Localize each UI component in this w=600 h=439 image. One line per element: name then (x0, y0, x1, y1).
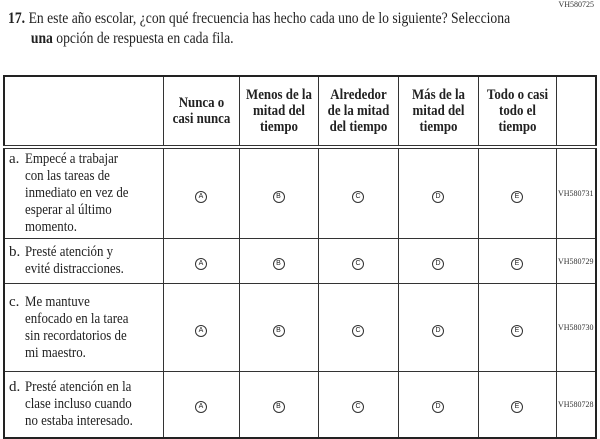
option-cell[interactable]: A (162, 371, 240, 438)
option-cell[interactable]: C (317, 146, 399, 239)
option-cell[interactable]: B (238, 146, 319, 239)
option-cell[interactable]: E (477, 146, 557, 239)
row-code: VH580729 (555, 238, 597, 284)
option-cell[interactable]: A (162, 238, 240, 284)
option-cell[interactable]: E (477, 371, 557, 438)
option-cell[interactable]: B (238, 283, 319, 372)
row-letter: d. (9, 378, 21, 395)
column-header: Todo o casi todo el tiempo (477, 75, 557, 148)
question-line1: En este año escolar, ¿con qué frecuencia… (28, 10, 511, 27)
row-text: Presté atención en la clase incluso cuan… (25, 378, 133, 429)
row-letter: c. (9, 293, 20, 310)
row-letter: a. (9, 151, 20, 167)
header-code-blank (555, 75, 597, 148)
option-cell[interactable]: B (238, 238, 319, 284)
radio-bubble-b[interactable]: B (272, 258, 285, 270)
option-cell[interactable]: D (397, 146, 479, 239)
row-statement: b. Presté atención y evité distracciones. (3, 238, 164, 284)
radio-bubble-e[interactable]: E (511, 258, 523, 270)
option-cell[interactable]: E (477, 238, 557, 284)
radio-bubble-e[interactable]: E (511, 190, 523, 203)
table-row: d. Presté atención en la clase incluso cu… (3, 371, 597, 438)
table-row: a. Empecé a trabajar con las tareas de in… (3, 146, 597, 239)
column-header: Alrededor de la mitad del tiempo (317, 75, 399, 148)
radio-bubble-c[interactable]: C (352, 324, 364, 337)
row-text: Empecé a trabajar con las tareas de inme… (25, 151, 129, 235)
question-text: 17. En este año escolar, ¿con qué frecuen… (8, 9, 518, 49)
row-code: VH580730 (555, 283, 597, 372)
table-row: b. Presté atención y evité distracciones.… (3, 238, 597, 284)
radio-bubble-a[interactable]: A (195, 401, 207, 414)
row-statement: d. Presté atención en la clase incluso cu… (3, 371, 164, 438)
radio-bubble-d[interactable]: D (432, 401, 444, 414)
option-cell[interactable]: D (397, 283, 479, 372)
option-cell[interactable]: C (317, 371, 399, 438)
header-blank (3, 75, 164, 148)
response-grid: Nunca o casi nunca Menos de la mitad del … (3, 75, 597, 439)
radio-bubble-c[interactable]: C (352, 401, 364, 414)
radio-bubble-d[interactable]: D (432, 258, 444, 270)
radio-bubble-e[interactable]: E (511, 401, 523, 414)
radio-bubble-c[interactable]: C (352, 258, 364, 270)
radio-bubble-b[interactable]: B (272, 401, 285, 414)
radio-bubble-d[interactable]: D (432, 324, 444, 337)
radio-bubble-c[interactable]: C (352, 190, 364, 203)
column-header-label: Más de la mitad del tiempo (411, 87, 465, 135)
row-statement: c. Me mantuve enfocado en la tarea sin re… (3, 283, 164, 372)
column-header: Menos de la mitad del tiempo (238, 75, 319, 148)
radio-bubble-d[interactable]: D (432, 190, 444, 203)
row-code: VH580728 (555, 371, 597, 438)
option-cell[interactable]: C (317, 238, 399, 284)
option-cell[interactable]: A (162, 146, 240, 239)
column-header-label: Nunca o casi nunca (172, 95, 230, 127)
option-cell[interactable]: B (238, 371, 319, 438)
radio-bubble-b[interactable]: B (272, 324, 285, 337)
column-header-label: Alrededor de la mitad del tiempo (327, 87, 389, 135)
option-cell[interactable]: E (477, 283, 557, 372)
question-number: 17. (8, 10, 26, 27)
option-cell[interactable]: C (317, 283, 399, 372)
question-emphasis: una (30, 30, 53, 47)
table-row: c. Me mantuve enfocado en la tarea sin re… (3, 283, 597, 372)
radio-bubble-e[interactable]: E (511, 324, 523, 337)
row-statement: a. Empecé a trabajar con las tareas de in… (3, 146, 164, 239)
column-header-label: Menos de la mitad del tiempo (245, 87, 312, 135)
option-cell[interactable]: A (162, 283, 240, 372)
row-letter: b. (9, 244, 21, 260)
row-code: VH580731 (555, 146, 597, 239)
column-header: Nunca o casi nunca (162, 75, 240, 148)
option-cell[interactable]: D (397, 371, 479, 438)
radio-bubble-a[interactable]: A (195, 258, 207, 270)
row-text: Me mantuve enfocado en la tarea sin reco… (25, 293, 129, 361)
radio-bubble-a[interactable]: A (195, 190, 207, 203)
question-code: VH580725 (558, 0, 594, 9)
radio-bubble-a[interactable]: A (195, 324, 207, 337)
radio-bubble-b[interactable]: B (272, 190, 285, 203)
option-cell[interactable]: D (397, 238, 479, 284)
question-line2: opción de respuesta en cada fila. (52, 30, 234, 47)
row-text: Presté atención y evité distracciones. (25, 244, 124, 277)
column-header: Más de la mitad del tiempo (397, 75, 479, 148)
column-header-label: Todo o casi todo el tiempo (486, 87, 548, 135)
